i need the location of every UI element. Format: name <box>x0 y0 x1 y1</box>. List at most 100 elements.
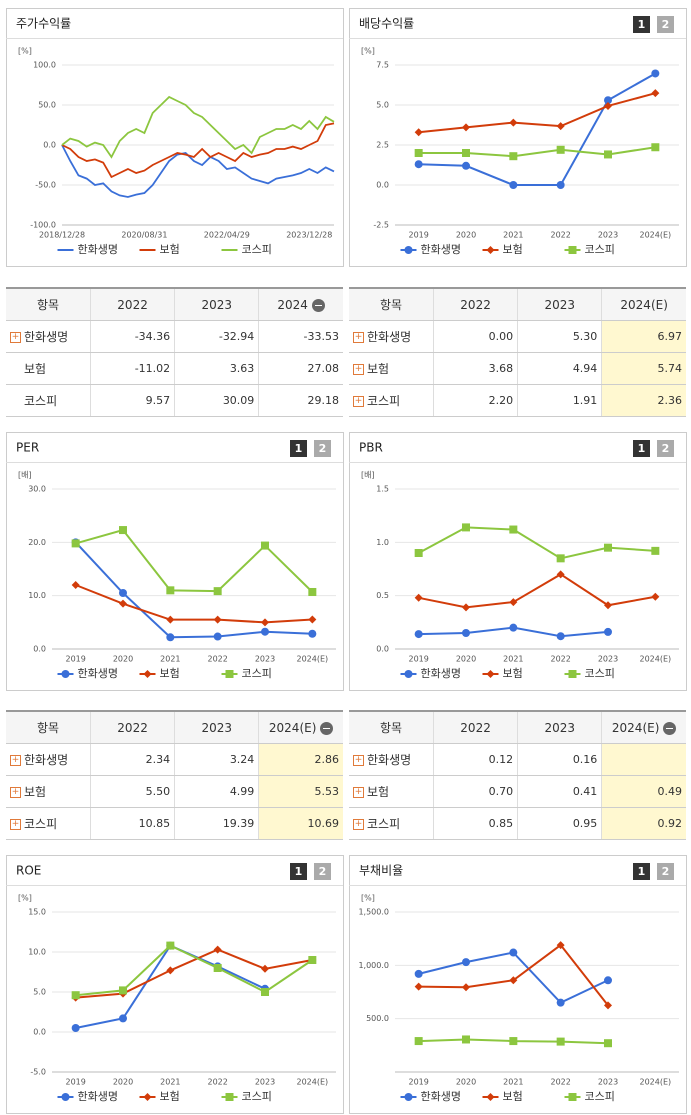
expand-icon <box>10 819 21 830</box>
page-button[interactable] <box>633 440 650 457</box>
page-button[interactable] <box>633 16 650 33</box>
cell-value: 4.94 <box>572 362 598 375</box>
value-cell: 0.00 <box>432 320 518 353</box>
page-button[interactable] <box>290 440 307 457</box>
y-tick-label: 2.5 <box>376 141 389 150</box>
header-text: 2022 <box>460 297 491 312</box>
table-row: 코스피 10.85 19.39 10.69 <box>6 807 343 840</box>
row-label-cell: 코스피 <box>6 384 91 417</box>
unit-label: [%] <box>361 47 375 56</box>
header-cell: 2023 <box>174 287 259 321</box>
value-cell: 4.94 <box>517 352 602 385</box>
header-cell: 2023 <box>174 710 259 744</box>
marker <box>404 670 413 678</box>
marker <box>462 629 470 637</box>
marker <box>308 956 317 964</box>
cell-value: 0.16 <box>572 753 598 766</box>
legend-label: 한화생명 <box>78 1090 118 1103</box>
value-cell: 5.30 <box>517 320 602 353</box>
cell-value: 2.36 <box>657 394 683 407</box>
cell-value: 0.70 <box>488 785 514 798</box>
marker <box>509 152 518 161</box>
y-tick-label: 0.0 <box>376 181 389 190</box>
marker <box>61 1093 70 1101</box>
x-tick-label: 2021 <box>160 655 180 664</box>
marker <box>604 1001 612 1010</box>
marker <box>71 1024 80 1032</box>
page-button[interactable] <box>657 863 674 880</box>
cell-value: 0.92 <box>657 817 683 830</box>
series-line <box>61 144 335 198</box>
x-tick-label: 2020 <box>113 655 133 664</box>
x-tick-label: 2022 <box>207 1078 227 1087</box>
value-cell: 0.12 <box>432 743 518 776</box>
header-cell: 2023 <box>517 287 602 321</box>
value-cell: 10.85 <box>89 807 175 840</box>
value-cell: -11.02 <box>89 352 175 385</box>
page-button[interactable] <box>657 440 674 457</box>
y-tick-label: 0.0 <box>33 645 46 654</box>
marker <box>556 181 565 189</box>
page-button[interactable] <box>633 863 650 880</box>
table-row: 코스피 2.20 1.91 2.36 <box>349 384 686 417</box>
page-button[interactable] <box>657 16 674 33</box>
row-label-cell: 한화생명 <box>6 320 91 353</box>
marker <box>414 593 423 602</box>
cell-value: 19.39 <box>222 817 255 830</box>
row-label-cell: 보험 <box>349 775 434 808</box>
table-row: 보험 3.68 4.94 5.74 <box>349 352 686 385</box>
marker <box>509 181 518 189</box>
y-tick-label: 1.0 <box>376 538 389 547</box>
header-cell: 항목 <box>6 287 91 321</box>
legend-label: 한화생명 <box>421 1090 461 1103</box>
marker <box>261 964 269 973</box>
marker <box>166 966 175 975</box>
chart-title: 주가수익률 <box>16 17 71 31</box>
x-tick-label: 2024(E) <box>640 1078 672 1087</box>
legend-label: 보험 <box>160 667 180 680</box>
row-label: 한화생명 <box>367 753 412 767</box>
marker <box>119 986 127 995</box>
expand-icon <box>353 396 364 407</box>
value-cell: -34.36 <box>89 320 175 353</box>
marker <box>143 1093 152 1101</box>
header-text: 2023 <box>201 720 232 735</box>
marker <box>509 525 518 534</box>
header-cell: 2022 <box>89 287 175 321</box>
legend-label: 코스피 <box>585 667 615 680</box>
marker <box>71 991 80 1000</box>
marker <box>308 615 317 624</box>
marker <box>71 539 80 548</box>
marker <box>462 983 470 992</box>
x-tick-label: 2024(E) <box>640 231 672 240</box>
cell-value: 5.50 <box>145 785 171 798</box>
row-label-cell: 코스피 <box>349 807 434 840</box>
y-tick-label: -2.5 <box>373 221 389 230</box>
collapse-icon <box>311 298 325 312</box>
panel <box>6 8 344 267</box>
series-line <box>418 72 656 186</box>
page-button[interactable] <box>290 863 307 880</box>
cell-value: 9.57 <box>145 394 171 407</box>
cell-value: -33.53 <box>303 330 339 343</box>
marker <box>651 69 660 78</box>
header-text: 항목 <box>36 721 60 735</box>
header-text: 2024(E) <box>620 297 668 312</box>
series-line <box>61 95 335 159</box>
row-label: 보험 <box>24 785 47 799</box>
marker <box>462 958 470 967</box>
legend-label: 코스피 <box>242 1090 272 1103</box>
x-tick-label: 2023 <box>598 655 618 664</box>
marker <box>462 1035 470 1044</box>
value-cell: 4.99 <box>174 775 259 808</box>
header-cell: 2023 <box>517 710 602 744</box>
page-button[interactable] <box>314 440 331 457</box>
table-row: 한화생명 2.34 3.24 2.86 <box>6 743 343 776</box>
header-cell: 2022 <box>432 287 518 321</box>
legend-label: 한화생명 <box>78 243 118 256</box>
page-button[interactable] <box>314 863 331 880</box>
series-line <box>75 944 313 997</box>
y-tick-label: 0.0 <box>33 1028 46 1037</box>
value-cell: 3.24 <box>174 743 259 776</box>
